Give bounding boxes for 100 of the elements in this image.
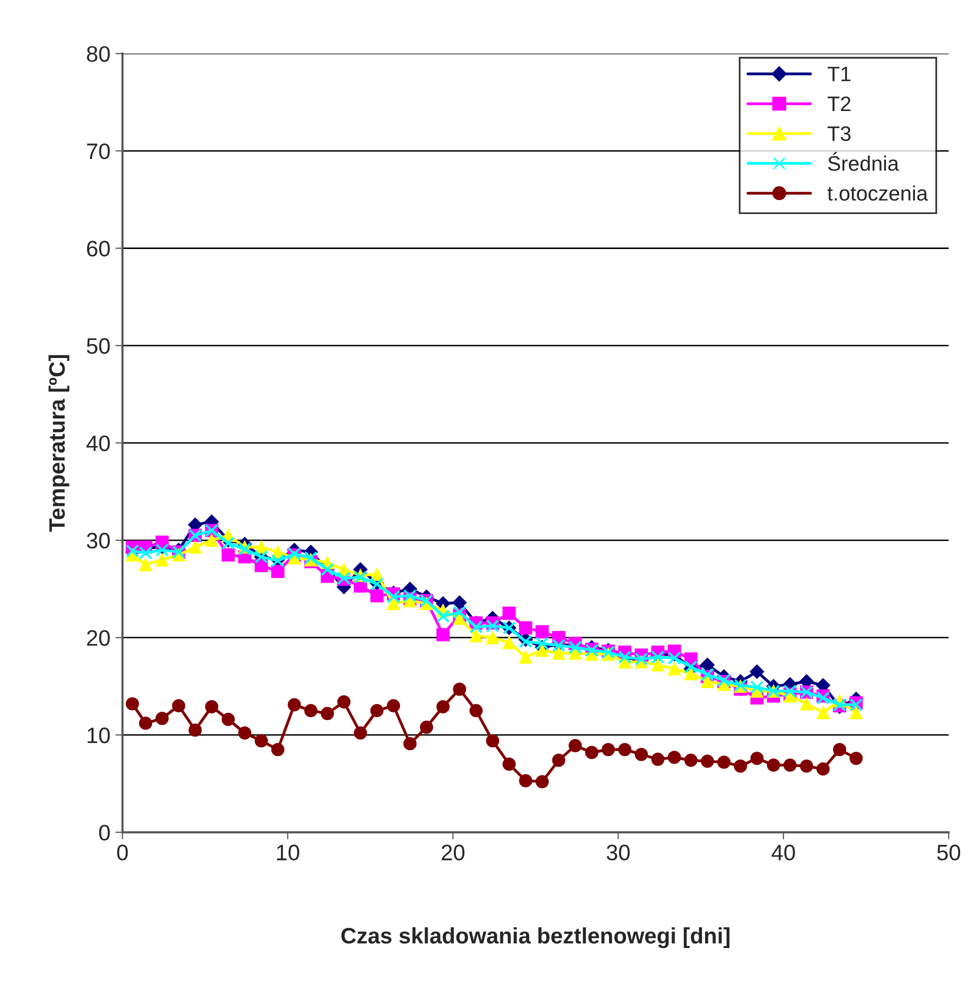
legend-label: T3 (828, 126, 851, 142)
point (486, 619, 500, 633)
point (850, 752, 863, 765)
x-tick-label: 0 (117, 844, 128, 860)
point (271, 742, 284, 756)
point (816, 706, 830, 720)
point (734, 759, 748, 773)
point (205, 700, 218, 714)
legend-label: T2 (828, 96, 850, 112)
point (502, 636, 516, 650)
point (684, 660, 698, 674)
point (800, 697, 814, 710)
point (420, 720, 434, 734)
legend-label: T1 (828, 66, 850, 82)
point (552, 646, 566, 660)
point (386, 596, 400, 610)
point (469, 620, 483, 634)
x-tick-label: 40 (772, 844, 795, 860)
point (750, 680, 764, 694)
point (469, 704, 483, 718)
point (502, 758, 516, 771)
point (568, 739, 582, 752)
point (536, 636, 549, 650)
point (403, 589, 417, 602)
point (668, 750, 681, 764)
point (634, 652, 648, 666)
point (469, 629, 483, 642)
point (519, 650, 532, 664)
point (288, 698, 301, 712)
point (337, 695, 350, 708)
y-tick-label: 0 (99, 824, 110, 841)
point (172, 699, 186, 712)
x-tick-label: 30 (606, 844, 630, 860)
point (486, 631, 500, 644)
point (502, 606, 516, 620)
point (386, 590, 400, 604)
y-tick-label: 10 (88, 727, 110, 744)
point (750, 752, 764, 765)
point (271, 564, 284, 578)
point (750, 664, 764, 679)
point (668, 651, 681, 665)
point (585, 746, 598, 760)
point (238, 726, 252, 740)
point (222, 712, 235, 726)
point (254, 734, 268, 748)
point (354, 726, 368, 740)
point (668, 662, 681, 676)
point (519, 621, 532, 634)
point (452, 595, 467, 610)
x-tick-label: 50 (937, 844, 960, 860)
point (618, 742, 632, 756)
point (156, 712, 169, 725)
point (717, 756, 731, 769)
point (766, 758, 780, 772)
point (304, 704, 318, 718)
point (651, 650, 664, 664)
point (816, 762, 830, 776)
point (536, 644, 549, 657)
point (486, 734, 500, 748)
point (684, 754, 698, 767)
point (188, 723, 202, 737)
point (436, 628, 450, 642)
point (452, 606, 466, 619)
y-tick-label: 80 (86, 46, 110, 62)
point (651, 658, 664, 672)
point (156, 553, 169, 566)
point (850, 706, 863, 720)
y-axis-title: Temperatura [ºC] (48, 355, 70, 532)
point (370, 704, 384, 718)
point (552, 754, 566, 767)
point (452, 682, 466, 696)
y-tick-label: 60 (87, 240, 110, 257)
y-tick-label: 70 (87, 143, 110, 160)
point (783, 684, 797, 698)
point (700, 754, 714, 768)
point (386, 699, 400, 712)
point (139, 558, 152, 572)
point (320, 706, 334, 720)
point (602, 742, 615, 756)
x-axis-title: Czas skladowania beztlenowegi [dni] (341, 927, 730, 948)
point (126, 697, 139, 710)
point (536, 775, 549, 788)
x-tick-label: 20 (442, 844, 464, 860)
point (205, 534, 218, 547)
point (536, 625, 549, 638)
point (700, 674, 714, 688)
x-tick-label: 10 (277, 844, 300, 860)
y-tick-label: 50 (86, 338, 110, 354)
y-tick-label: 30 (86, 532, 110, 549)
point (833, 742, 846, 756)
point (519, 774, 532, 788)
point (568, 646, 582, 660)
point (222, 536, 235, 550)
point (568, 640, 582, 654)
point (156, 543, 169, 557)
point (651, 752, 664, 766)
y-tick-label: 40 (86, 435, 110, 452)
point (800, 759, 814, 773)
point (783, 758, 797, 772)
legend-label: t.otoczenia (827, 185, 928, 201)
